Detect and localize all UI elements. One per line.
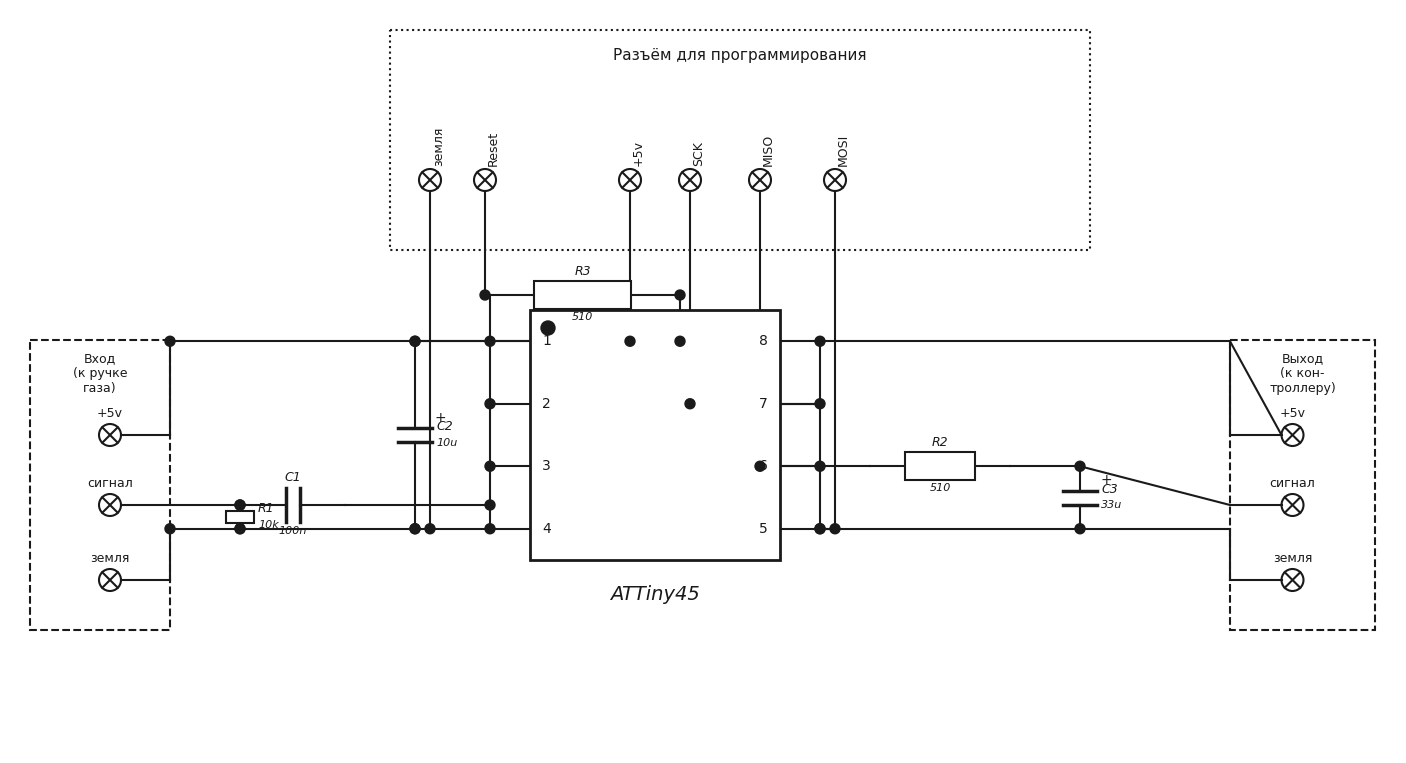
Circle shape (235, 500, 245, 510)
Bar (905, 452, 974, 480)
Text: R2: R2 (932, 436, 948, 449)
Bar (1230, 340, 1375, 630)
Text: +5v: +5v (97, 407, 122, 420)
Circle shape (425, 523, 434, 534)
Circle shape (485, 399, 495, 409)
Text: сигнал: сигнал (1270, 477, 1316, 490)
Text: R1: R1 (257, 502, 274, 515)
Text: SCK: SCK (692, 141, 704, 166)
Circle shape (235, 523, 245, 534)
Bar (389, 30, 1090, 250)
Circle shape (165, 336, 174, 346)
Circle shape (675, 290, 685, 300)
Circle shape (411, 523, 420, 534)
Text: +: + (1099, 474, 1112, 488)
Text: 3: 3 (541, 459, 551, 473)
Text: 8: 8 (759, 334, 768, 348)
Text: 7: 7 (759, 397, 768, 410)
Text: земля: земля (432, 127, 446, 166)
Text: R3: R3 (574, 265, 591, 278)
Text: 1: 1 (541, 334, 551, 348)
Text: Reset: Reset (486, 131, 501, 166)
Text: Разъём для программирования: Разъём для программирования (613, 48, 866, 63)
Circle shape (485, 500, 495, 510)
Circle shape (830, 523, 839, 534)
Text: 2: 2 (541, 397, 551, 410)
Text: Выход
(к кон-
троллеру): Выход (к кон- троллеру) (1270, 352, 1336, 395)
Text: 10u: 10u (436, 438, 457, 448)
Text: +5v: +5v (1279, 407, 1306, 420)
Circle shape (815, 523, 825, 534)
Text: MISO: MISO (762, 134, 775, 166)
Circle shape (815, 399, 825, 409)
Circle shape (479, 290, 491, 300)
Circle shape (485, 462, 495, 472)
Text: 10k: 10k (257, 520, 278, 530)
Text: 5: 5 (759, 522, 768, 536)
Circle shape (235, 523, 245, 534)
Circle shape (815, 462, 825, 472)
Circle shape (411, 523, 420, 534)
Circle shape (815, 523, 825, 534)
Text: C2: C2 (436, 420, 453, 433)
Circle shape (685, 399, 695, 409)
Text: земля: земля (1272, 552, 1312, 565)
Circle shape (165, 523, 174, 534)
Bar (30, 340, 170, 630)
Text: Вход
(к ручке
газа): Вход (к ручке газа) (73, 352, 128, 395)
Text: 510: 510 (929, 483, 950, 493)
Bar (534, 281, 631, 309)
Text: 33u: 33u (1101, 501, 1122, 510)
Circle shape (485, 336, 495, 346)
Text: 100n: 100n (278, 526, 307, 536)
Text: +: + (434, 411, 447, 425)
Text: +5v: +5v (633, 140, 645, 166)
Bar (226, 511, 254, 523)
Text: 4: 4 (541, 522, 551, 536)
Circle shape (541, 321, 555, 335)
Circle shape (675, 336, 685, 346)
Text: сигнал: сигнал (87, 477, 134, 490)
Circle shape (485, 523, 495, 534)
Text: C3: C3 (1101, 483, 1118, 496)
Circle shape (411, 336, 420, 346)
Text: 510: 510 (572, 312, 593, 322)
Text: C1: C1 (284, 471, 301, 484)
Circle shape (755, 462, 765, 472)
Text: земля: земля (90, 552, 129, 565)
Bar (530, 310, 780, 560)
Circle shape (626, 336, 636, 346)
Circle shape (235, 500, 245, 510)
Circle shape (815, 336, 825, 346)
Circle shape (1076, 462, 1085, 472)
Text: 6: 6 (759, 459, 768, 473)
Circle shape (1076, 523, 1085, 534)
Circle shape (411, 336, 420, 346)
Text: ATTiny45: ATTiny45 (610, 585, 700, 604)
Text: MOSI: MOSI (837, 134, 851, 166)
